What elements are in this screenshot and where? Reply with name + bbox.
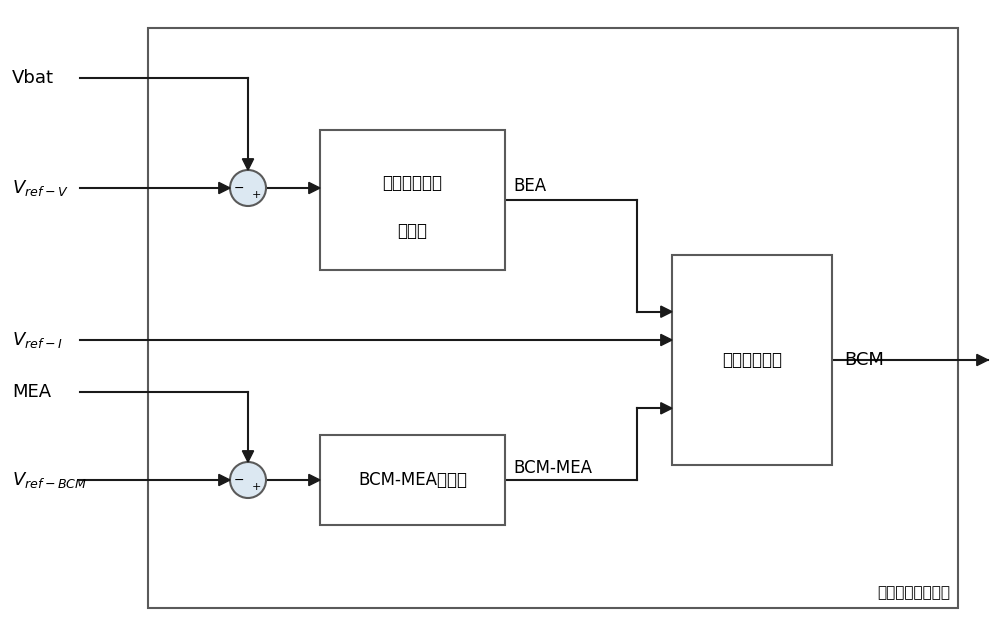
Text: 电池充电管理电路: 电池充电管理电路 <box>877 585 950 600</box>
Polygon shape <box>219 475 230 485</box>
Circle shape <box>230 170 266 206</box>
Text: 电池恒压充电: 电池恒压充电 <box>382 174 442 192</box>
Text: −: − <box>234 473 244 487</box>
FancyBboxPatch shape <box>320 130 505 270</box>
Text: Vbat: Vbat <box>12 69 54 87</box>
Text: BCM-MEA: BCM-MEA <box>513 459 592 477</box>
Polygon shape <box>219 183 230 193</box>
Circle shape <box>230 462 266 498</box>
Text: +: + <box>251 190 261 200</box>
Text: $V_{ref-V}$: $V_{ref-V}$ <box>12 178 69 198</box>
Polygon shape <box>242 159 254 170</box>
Text: BCM: BCM <box>844 351 884 369</box>
Polygon shape <box>977 355 988 365</box>
Text: 取小运算电路: 取小运算电路 <box>722 351 782 369</box>
Text: BCM-MEA控制器: BCM-MEA控制器 <box>358 471 467 489</box>
Polygon shape <box>661 403 672 414</box>
Text: $V_{ref-I}$: $V_{ref-I}$ <box>12 330 63 350</box>
FancyBboxPatch shape <box>320 435 505 525</box>
Polygon shape <box>309 475 320 485</box>
Text: BEA: BEA <box>513 177 546 195</box>
Text: $V_{ref-BCM}$: $V_{ref-BCM}$ <box>12 470 87 490</box>
FancyBboxPatch shape <box>672 255 832 465</box>
Text: MEA: MEA <box>12 383 51 401</box>
Text: +: + <box>251 482 261 492</box>
Polygon shape <box>309 183 320 193</box>
Text: −: − <box>234 181 244 195</box>
Polygon shape <box>661 334 672 346</box>
FancyBboxPatch shape <box>148 28 958 608</box>
Polygon shape <box>661 306 672 317</box>
Text: 控制器: 控制器 <box>398 222 428 240</box>
Polygon shape <box>242 451 254 462</box>
